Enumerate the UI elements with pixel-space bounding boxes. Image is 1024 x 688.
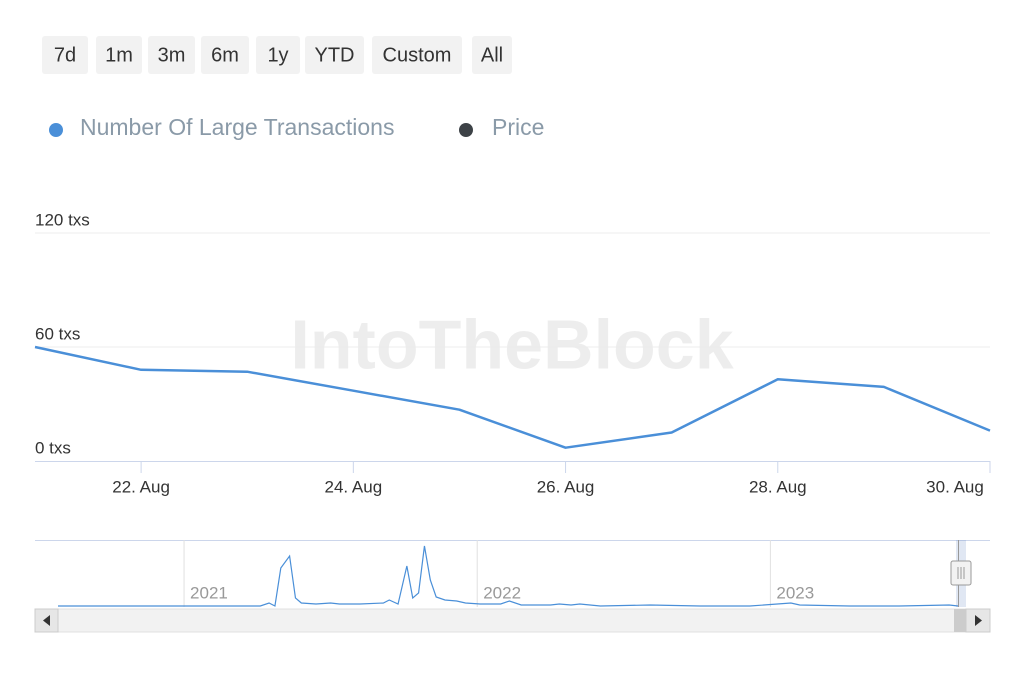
- range-button-label[interactable]: 1y: [267, 44, 288, 66]
- range-button-label[interactable]: 3m: [158, 44, 186, 66]
- navigator-tick-label: 2022: [483, 583, 521, 602]
- range-button-label[interactable]: 1m: [105, 44, 133, 66]
- data-line: [34, 345, 991, 449]
- y-tick-label: 0 txs: [35, 438, 71, 457]
- range-button[interactable]: [256, 36, 300, 74]
- range-button[interactable]: [42, 36, 88, 74]
- range-button-label[interactable]: YTD: [315, 44, 355, 66]
- handle-grip: [957, 567, 965, 579]
- scrollbar-thumb[interactable]: [954, 609, 966, 632]
- y-tick-label: 120 txs: [35, 210, 90, 229]
- scroll-left-arrow: [43, 615, 50, 626]
- range-button-label[interactable]: All: [481, 44, 503, 66]
- navigator-tick-label: 2021: [190, 583, 228, 602]
- range-button[interactable]: [96, 36, 142, 74]
- range-button[interactable]: [305, 36, 364, 74]
- navigator-tick-label: 2023: [776, 583, 814, 602]
- x-tick-label: 22. Aug: [112, 477, 170, 496]
- x-tick-label: 24. Aug: [324, 477, 382, 496]
- x-tick-label: 26. Aug: [537, 477, 595, 496]
- range-button[interactable]: [472, 36, 512, 74]
- range-button[interactable]: [372, 36, 462, 74]
- range-button[interactable]: [201, 36, 249, 74]
- x-tick-label: 30. Aug: [926, 477, 984, 496]
- range-button-label[interactable]: 6m: [211, 44, 239, 66]
- y-tick-label: 60 txs: [35, 324, 80, 343]
- navigator-line: [58, 545, 959, 607]
- scrollbar-track[interactable]: [34, 608, 991, 633]
- range-button[interactable]: [148, 36, 195, 74]
- x-tick-label: 28. Aug: [749, 477, 807, 496]
- range-button-label[interactable]: Custom: [383, 44, 452, 66]
- legend-marker[interactable]: [49, 123, 63, 137]
- legend-marker[interactable]: [459, 123, 473, 137]
- watermark: IntoTheBlock: [290, 305, 733, 383]
- range-button-label[interactable]: 7d: [54, 44, 76, 66]
- legend-label[interactable]: Price: [492, 114, 544, 140]
- scroll-right-arrow: [975, 615, 982, 626]
- legend-label[interactable]: Number Of Large Transactions: [80, 114, 394, 140]
